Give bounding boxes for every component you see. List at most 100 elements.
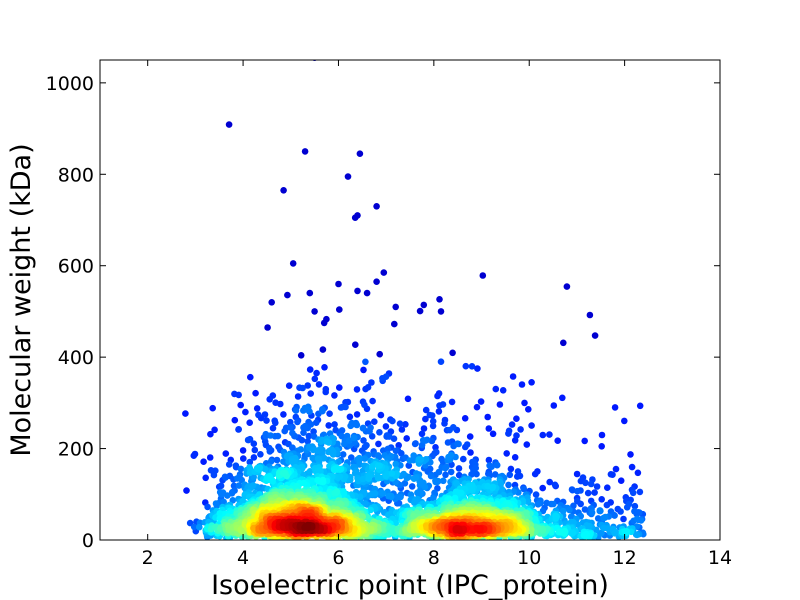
- data-point: [621, 417, 628, 425]
- data-point: [240, 455, 247, 462]
- data-point: [207, 430, 214, 438]
- data-point: [392, 303, 400, 311]
- data-point: [627, 451, 634, 458]
- data-point: [418, 430, 426, 438]
- data-point: [341, 473, 349, 480]
- data-point: [235, 426, 242, 433]
- data-point: [267, 475, 274, 482]
- data-point: [410, 512, 417, 520]
- data-point: [367, 506, 374, 514]
- data-point: [551, 481, 559, 489]
- data-point: [433, 448, 440, 456]
- data-point: [601, 514, 609, 521]
- data-point: [550, 500, 557, 508]
- data-point: [519, 499, 527, 507]
- data-point: [514, 468, 522, 475]
- data-point: [210, 471, 218, 479]
- data-point: [382, 373, 390, 381]
- data-point: [554, 437, 561, 445]
- data-point: [373, 203, 380, 210]
- data-point: [300, 429, 307, 437]
- data-point: [196, 523, 203, 531]
- data-point: [247, 373, 254, 381]
- data-point: [582, 479, 589, 487]
- data-point: [191, 450, 199, 458]
- data-point: [574, 487, 581, 495]
- data-point: [380, 269, 388, 276]
- data-point: [377, 411, 385, 419]
- data-point: [603, 501, 611, 509]
- data-point: [475, 484, 482, 492]
- data-point: [250, 454, 258, 461]
- data-point: [339, 451, 347, 458]
- data-point: [242, 408, 249, 416]
- data-point: [532, 491, 540, 498]
- data-point: [267, 432, 274, 439]
- data-point: [216, 525, 224, 533]
- data-point: [374, 474, 382, 482]
- data-point: [568, 518, 575, 526]
- data-point: [446, 426, 453, 434]
- data-point: [344, 173, 352, 180]
- data-point: [449, 349, 456, 357]
- data-point: [609, 471, 616, 479]
- data-point: [371, 418, 378, 426]
- data-point: [484, 413, 492, 421]
- data-point: [329, 451, 337, 458]
- data-point: [489, 430, 497, 438]
- data-point: [216, 510, 224, 517]
- data-point: [521, 399, 528, 407]
- data-point: [422, 522, 430, 529]
- data-point: [200, 458, 207, 466]
- data-point: [574, 497, 581, 505]
- data-point: [319, 478, 327, 486]
- data-point: [463, 441, 471, 448]
- data-point: [444, 439, 452, 446]
- data-point: [493, 461, 501, 469]
- data-point: [402, 421, 409, 428]
- data-point: [297, 352, 305, 359]
- data-point: [252, 389, 259, 397]
- data-point: [211, 426, 218, 434]
- data-point: [319, 406, 326, 414]
- data-point: [440, 477, 447, 485]
- data-point: [435, 408, 443, 415]
- data-point: [222, 474, 229, 481]
- data-point: [429, 422, 437, 430]
- data-point: [525, 406, 532, 413]
- data-point: [555, 528, 563, 536]
- data-point: [282, 469, 289, 477]
- data-point: [356, 150, 364, 157]
- data-point: [604, 484, 611, 492]
- data-point: [292, 407, 300, 414]
- data-point: [361, 500, 369, 507]
- data-point: [518, 381, 526, 388]
- data-point: [251, 446, 259, 454]
- data-point: [442, 464, 449, 472]
- data-point: [388, 470, 396, 477]
- data-point: [623, 528, 630, 535]
- data-point: [395, 442, 403, 449]
- data-point: [398, 426, 406, 433]
- data-point: [514, 473, 521, 480]
- data-point: [467, 449, 474, 456]
- data-point: [429, 418, 437, 425]
- data-point: [356, 456, 363, 464]
- data-point: [268, 299, 276, 306]
- data-point: [363, 442, 370, 449]
- data-point: [261, 411, 269, 418]
- data-point: [499, 387, 507, 394]
- data-point: [326, 410, 333, 418]
- data-point: [593, 483, 601, 490]
- data-point: [345, 437, 353, 444]
- data-point: [453, 480, 460, 487]
- data-point: [315, 456, 323, 463]
- data-point: [418, 480, 425, 487]
- data-point: [417, 456, 425, 463]
- data-point: [461, 415, 469, 422]
- data-point: [513, 432, 520, 439]
- data-point: [253, 464, 261, 472]
- data-point: [550, 402, 558, 409]
- data-point: [346, 442, 354, 449]
- data-point: [611, 404, 619, 411]
